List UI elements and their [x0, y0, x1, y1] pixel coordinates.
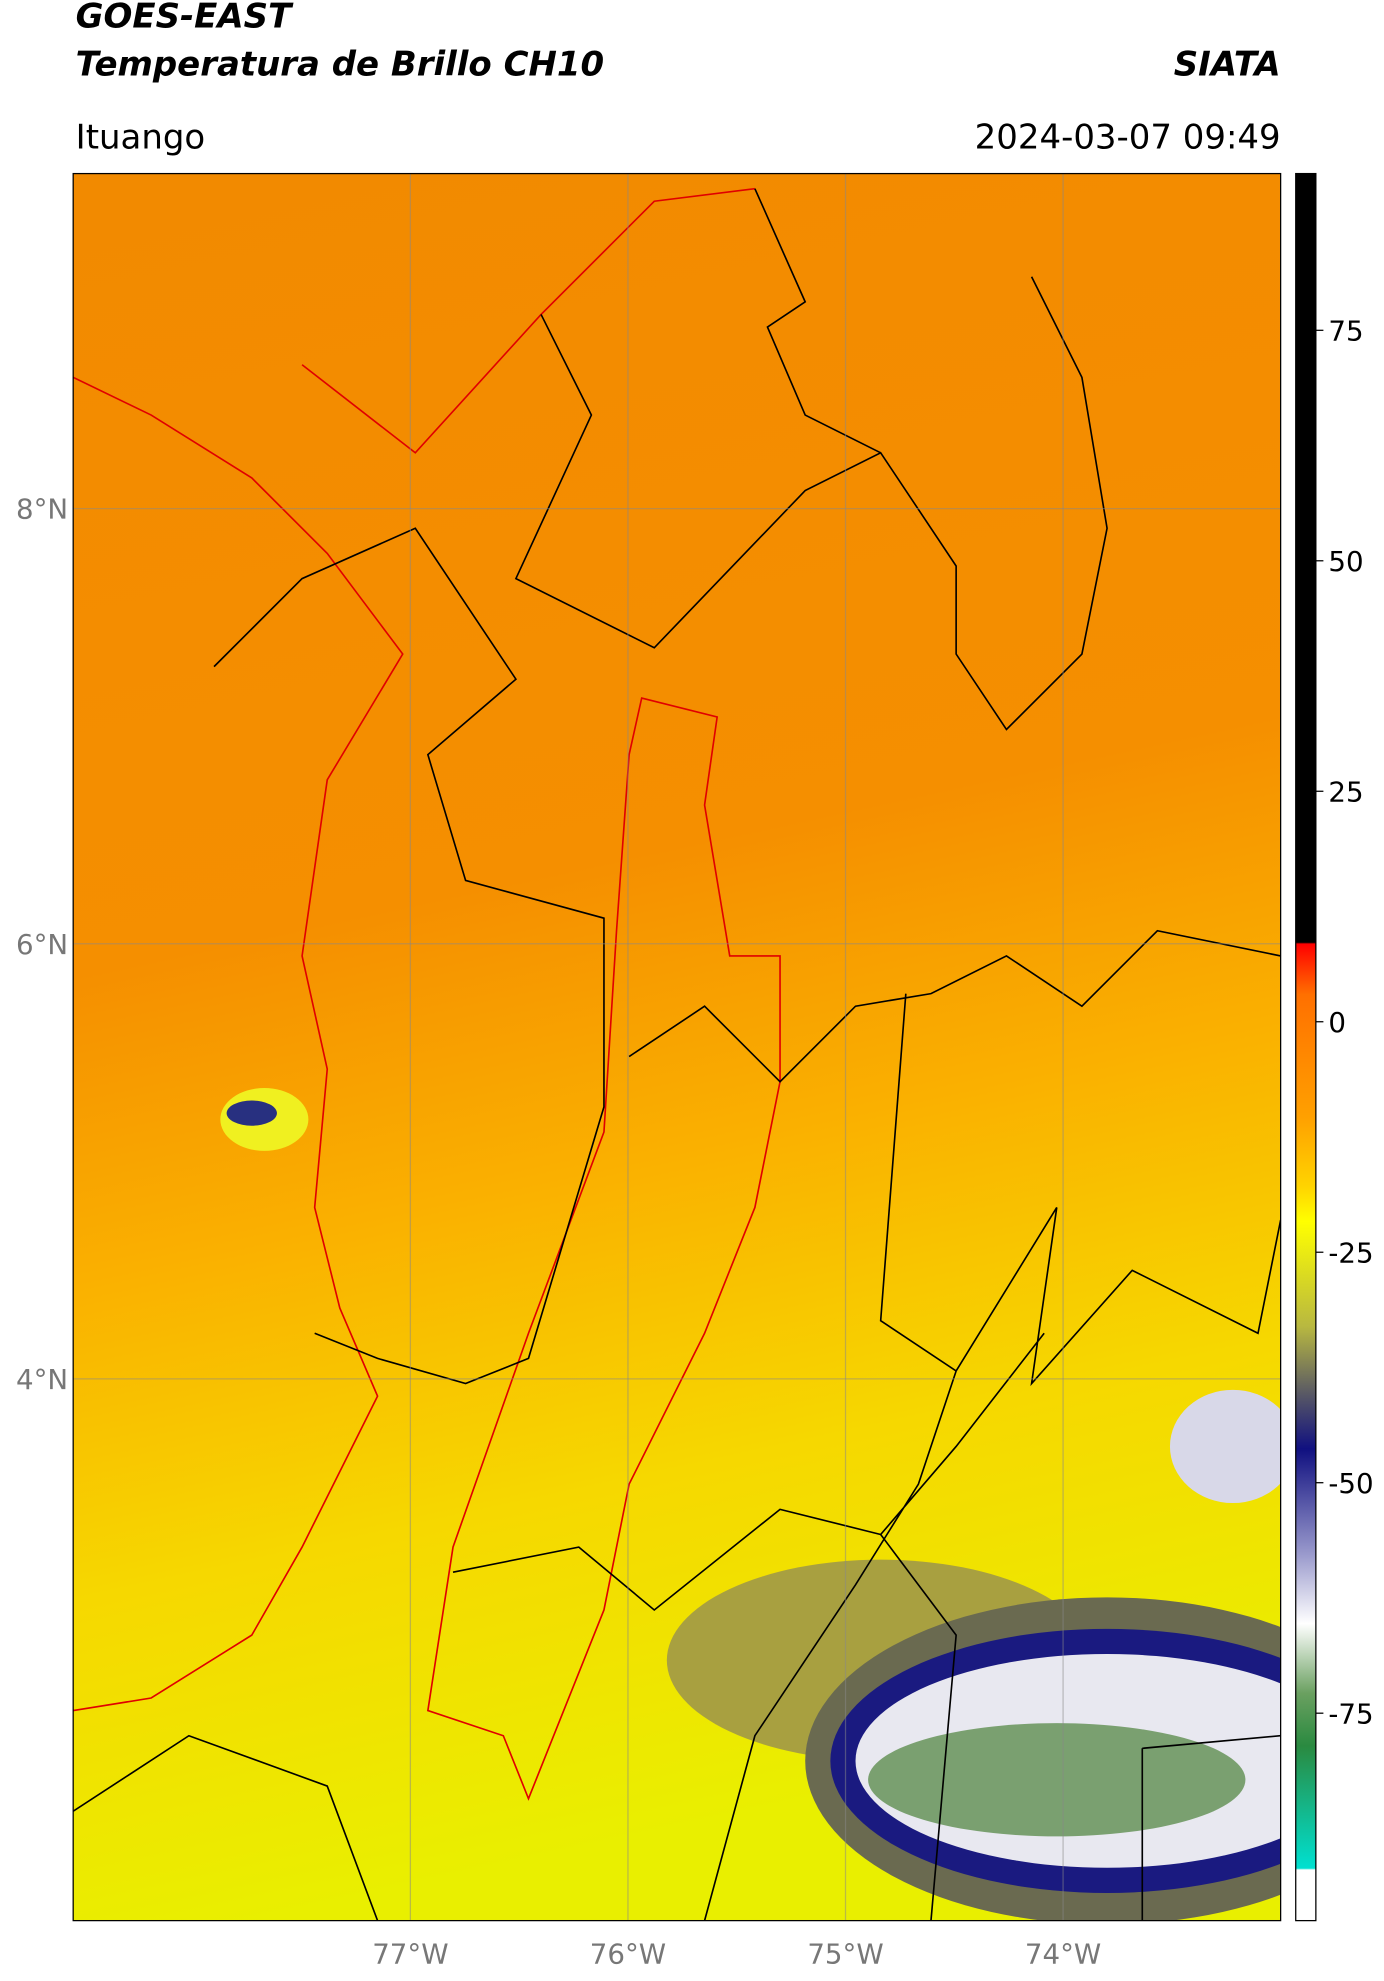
lon-tick-label: 74°W: [1025, 1937, 1101, 1970]
timestamp: 2024-03-07 09:49: [975, 117, 1281, 157]
source: SIATA: [1174, 44, 1281, 84]
map-ticks: 8°N 6°N 4°N 77°W 76°W 75°W 74°W: [16, 493, 1101, 1971]
colorbar-tick-label: -25: [1328, 1236, 1373, 1269]
region-boundary: [426, 697, 781, 1801]
lat-tick-label: 4°N: [16, 1363, 68, 1396]
admin-boundary: [73, 188, 1281, 1921]
map-frame: [72, 172, 1282, 1922]
cloud-patch: [1169, 1389, 1281, 1504]
cloud-patch: [226, 1100, 277, 1126]
colorbar-tick-label: 25: [1328, 775, 1363, 808]
colorbar-tick-label: 75: [1328, 314, 1363, 347]
lat-tick-label: 6°N: [16, 928, 68, 961]
coastline: [73, 376, 404, 1712]
colorbar: [1295, 172, 1317, 1922]
lon-tick-label: 77°W: [372, 1937, 448, 1970]
lat-tick-label: 8°N: [16, 493, 68, 526]
colorbar-tick-label: 0: [1328, 1006, 1346, 1039]
lon-tick-label: 76°W: [590, 1937, 666, 1970]
graticule: [73, 173, 1281, 1921]
title: GOES-EAST: [76, 0, 294, 37]
cloud-patch: [868, 1723, 1246, 1837]
map-layer: [73, 173, 1281, 1921]
subtitle: Temperatura de Brillo CH10: [76, 44, 604, 84]
colorbar-tick-label: -75: [1328, 1697, 1373, 1730]
colorbar-tick-label: 50: [1328, 545, 1363, 578]
lon-tick-label: 75°W: [807, 1937, 883, 1970]
colorbar-tick-label: -50: [1328, 1467, 1373, 1500]
colorbar-ticks: 75 50 25 0 -25 -50 -75: [1315, 314, 1374, 1730]
location: Ituango: [76, 117, 206, 157]
